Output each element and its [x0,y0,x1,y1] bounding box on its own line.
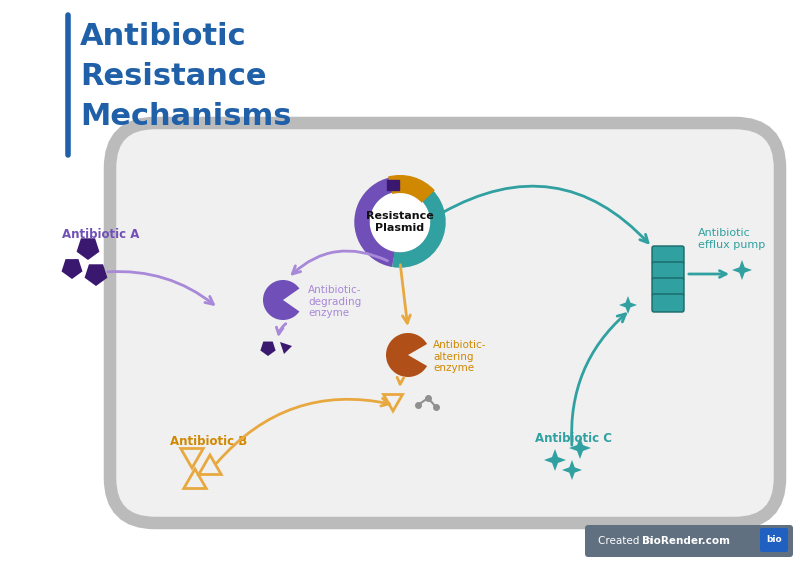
Text: Antibiotic C: Antibiotic C [535,432,612,445]
Text: Mechanisms: Mechanisms [80,102,291,131]
Wedge shape [386,333,427,377]
Circle shape [362,184,438,260]
Bar [387,180,399,190]
FancyBboxPatch shape [760,528,788,552]
Polygon shape [732,260,752,280]
Text: Antibiotic: Antibiotic [80,22,246,51]
Polygon shape [85,264,107,286]
FancyBboxPatch shape [652,278,684,296]
Polygon shape [562,460,582,480]
Text: Resistance: Resistance [80,62,266,91]
Text: Created in: Created in [598,536,655,546]
Text: Antibiotic-
degrading
enzyme: Antibiotic- degrading enzyme [308,285,362,318]
FancyBboxPatch shape [652,246,684,264]
Text: Antibiotic-
altering
enzyme: Antibiotic- altering enzyme [433,340,486,373]
Text: Antibiotic
efflux pump: Antibiotic efflux pump [698,228,766,250]
FancyBboxPatch shape [110,123,780,523]
Text: Antibiotic B: Antibiotic B [170,435,247,448]
Polygon shape [569,437,591,459]
Text: BioRender.com: BioRender.com [642,536,730,546]
FancyBboxPatch shape [652,294,684,312]
Polygon shape [544,449,566,471]
Text: Antibiotic A: Antibiotic A [62,228,139,241]
Polygon shape [619,296,637,314]
Text: Resistance
Plasmid: Resistance Plasmid [366,211,434,233]
FancyBboxPatch shape [585,525,793,557]
Wedge shape [263,280,299,320]
Polygon shape [260,342,276,356]
Text: bio: bio [766,536,782,545]
Polygon shape [62,259,82,279]
FancyBboxPatch shape [652,262,684,280]
Polygon shape [280,342,292,354]
Polygon shape [77,238,99,260]
